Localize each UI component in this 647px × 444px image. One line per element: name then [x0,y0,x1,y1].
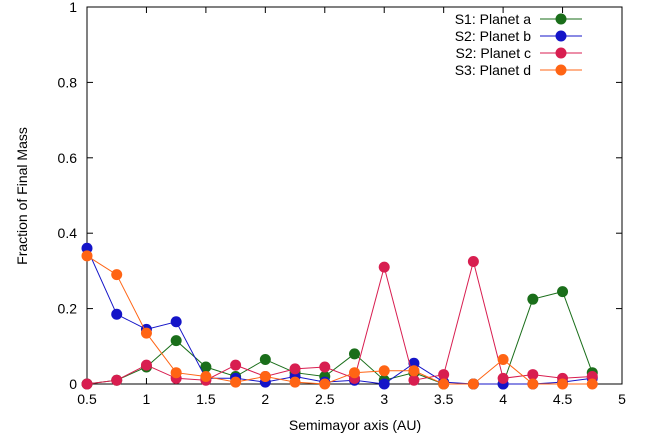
legend-swatch-marker [555,30,567,42]
data-point [200,370,212,382]
data-point [408,374,420,386]
legend-item: S2: Planet c [456,45,582,61]
data-point [230,376,242,388]
data-point [200,361,212,373]
data-point [557,286,569,298]
data-point [140,359,152,371]
legend-swatch-marker [555,64,567,76]
legend-swatch-marker [555,13,567,25]
x-tick-label: 1 [143,391,151,407]
data-point [467,255,479,267]
y-tick-label: 0.8 [58,74,78,90]
axes: 0.5 1 1.5 2 2.5 3 3.5 4 4.5 5 0 0.2 0.4 0.6 0.8 1 [58,0,627,407]
data-point [497,353,509,365]
series-line [86,255,593,385]
data-point [111,374,123,386]
data-point [527,378,539,390]
y-tick-label: 0 [69,376,77,392]
data-point [319,361,331,373]
data-point [349,367,360,379]
data-point [467,378,479,390]
x-axis-label: Semimayor axis (AU) [289,417,421,433]
data-point [259,353,271,365]
series-4 [81,250,598,390]
data-point [289,363,301,375]
x-tick-label: 0.5 [77,391,97,407]
y-tick-label: 1 [69,0,77,15]
data-point [527,293,539,305]
x-tick-label: 5 [618,391,626,407]
data-point [497,372,509,384]
data-point [170,335,182,347]
series-3 [81,255,598,390]
y-tick-label: 0.6 [58,150,78,166]
series-line [86,291,593,385]
data-point [81,242,93,254]
x-tick-label: 4 [499,391,507,407]
x-tick-label: 1.5 [196,391,216,407]
x-tick-label: 3 [380,391,388,407]
data-point [111,269,123,281]
data-point [378,378,390,390]
data-point [438,369,450,381]
series-2 [81,242,598,390]
data-point [586,378,598,390]
legend-item: S1: Planet a [455,11,582,27]
data-point [408,365,420,377]
data-point [140,327,152,339]
x-tick-label: 2 [261,391,269,407]
data-point [170,367,182,379]
x-tick-label: 2.5 [315,391,335,407]
data-point [230,359,242,371]
data-point [586,370,598,382]
series-group [81,242,598,390]
data-point [259,370,271,382]
data-point [289,376,301,388]
plot-frame [86,6,623,385]
data-point [408,357,420,369]
y-axis-label: Fraction of Final Mass [14,127,30,265]
legend-swatch-marker [555,47,567,59]
data-point [527,369,539,381]
data-point [170,316,182,328]
legend-item: S3: Planet d [455,62,582,78]
legend-label: S3: Planet d [455,62,531,78]
data-point [438,378,450,390]
x-tick-label: 3.5 [434,391,454,407]
data-point [81,378,93,390]
data-point [81,250,93,262]
y-tick-label: 0.2 [58,301,78,317]
legend: S1: Planet aS2: Planet bS2: Planet cS3: … [455,11,582,78]
legend-label: S2: Planet c [456,45,532,61]
data-point [111,308,123,320]
data-point [378,261,390,273]
y-tick-label: 0.4 [58,225,78,241]
x-tick-label: 4.5 [553,391,573,407]
legend-label: S2: Planet b [455,28,531,44]
legend-item: S2: Planet b [455,28,582,44]
data-point [557,378,569,390]
data-point [378,365,390,377]
data-point [319,378,331,390]
series-line [86,248,593,385]
legend-label: S1: Planet a [455,11,531,27]
data-point [349,348,360,360]
